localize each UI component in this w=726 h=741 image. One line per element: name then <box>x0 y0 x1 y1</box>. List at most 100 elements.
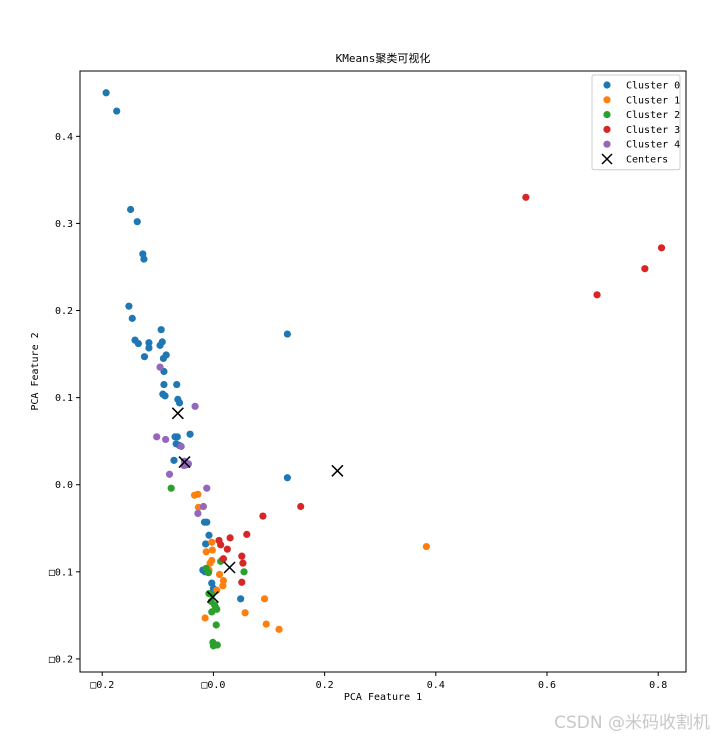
cluster-1-point <box>201 614 209 622</box>
axis-ticks: □0.2 □0.0 0.2 0.4 0.6 0.8 □0.2 □0.1 0.0 0.1 0.2 0.3… <box>49 132 667 691</box>
center-marker <box>223 561 236 574</box>
center-marker <box>171 407 184 420</box>
cluster-1-point <box>208 546 216 554</box>
legend: Cluster 0 Cluster 1 Cluster 2 Cluster 3 Clus… <box>591 74 681 171</box>
cluster-0-point <box>175 399 184 407</box>
cluster-0-point <box>202 540 210 548</box>
cluster-3-point <box>217 541 225 549</box>
cluster-1-point <box>194 490 202 498</box>
chart-title: KMeans聚类可视化 <box>336 51 431 65</box>
cluster-3-point <box>226 534 234 542</box>
x-tick-label: 0.4 <box>427 680 445 691</box>
cluster-2-point <box>208 608 216 616</box>
cluster-2-point <box>212 621 220 629</box>
cluster-4-point <box>165 470 174 478</box>
cluster-1-point <box>262 620 270 628</box>
cluster-0-point <box>126 205 135 214</box>
cluster-4-point <box>191 402 199 410</box>
legend-label: Cluster 3 <box>626 125 680 136</box>
y-tick-label: 0.3 <box>55 219 73 230</box>
y-tick-label: □0.1 <box>49 567 73 578</box>
legend-label: Centers <box>626 155 668 166</box>
cluster-0-point <box>283 330 291 338</box>
legend-marker <box>603 96 611 104</box>
cluster-3-point <box>259 512 267 520</box>
cluster-2-point <box>213 641 221 649</box>
cluster-0-point <box>134 340 142 348</box>
cluster-0-point <box>158 338 166 346</box>
legend-label: Cluster 1 <box>626 95 680 106</box>
cluster-3-point <box>239 559 247 567</box>
legend-marker <box>603 81 611 89</box>
legend-marker <box>603 125 611 133</box>
center-marker <box>331 464 344 477</box>
legend-marker <box>603 140 611 148</box>
plot-frame <box>79 70 687 673</box>
cluster-3-point <box>522 193 530 201</box>
y-tick-label: □0.2 <box>49 654 73 665</box>
x-axis-label: PCA Feature 1 <box>344 692 422 703</box>
cluster-0-point <box>157 326 165 334</box>
cluster-0-point <box>171 433 179 441</box>
center-marker <box>206 591 219 604</box>
cluster-3-point <box>641 265 649 273</box>
cluster-0-point <box>125 302 133 310</box>
cluster-0-point <box>145 339 153 347</box>
cluster-1-point <box>206 559 214 567</box>
cluster-4-point <box>199 502 208 511</box>
y-tick-label: 0.4 <box>55 132 73 143</box>
cluster-0-point <box>186 430 194 438</box>
x-tick-label: □0.2 <box>90 680 114 691</box>
cluster-0-point <box>237 595 245 603</box>
cluster-0-point <box>145 344 153 352</box>
x-tick-label: 0.2 <box>316 680 334 691</box>
cluster-1-point <box>275 625 283 633</box>
cluster-1-point <box>208 538 216 546</box>
watermark: CSDN @米码收割机 <box>554 713 710 733</box>
cluster-4-point <box>162 435 170 444</box>
y-axis-label: PCA Feature 2 <box>30 332 41 410</box>
legend-label: Cluster 4 <box>626 140 680 151</box>
cluster-4-point <box>177 442 185 451</box>
cluster-0-point <box>160 380 168 389</box>
cluster-0-point <box>159 390 167 398</box>
cluster-4-point <box>203 484 211 492</box>
cluster-0-point <box>203 518 211 526</box>
cluster-0-point <box>128 314 136 322</box>
y-tick-label: 0.0 <box>55 480 73 491</box>
cluster-4-point <box>194 509 202 518</box>
cluster-1-point <box>215 570 224 579</box>
cluster-centers <box>171 407 344 604</box>
cluster-1-point <box>260 595 269 603</box>
legend-label: Cluster 2 <box>626 110 680 121</box>
cluster-0-point <box>102 89 110 97</box>
y-tick-label: 0.2 <box>55 306 73 317</box>
y-tick-label: 0.1 <box>55 393 73 404</box>
cluster-2-point <box>240 568 248 576</box>
cluster-0-point <box>162 351 170 359</box>
cluster-0-point <box>140 353 149 361</box>
cluster-0-point <box>140 255 148 263</box>
cluster-1-point <box>241 609 249 617</box>
cluster-1-point <box>219 582 227 590</box>
cluster-1-point <box>202 548 210 556</box>
x-tick-label: 0.6 <box>538 680 556 691</box>
center-marker <box>178 456 191 469</box>
cluster-3-point <box>243 530 251 538</box>
cluster-4-point <box>153 433 161 441</box>
cluster-0-point <box>133 218 141 226</box>
cluster-0-point <box>283 474 291 482</box>
cluster-0-point <box>170 456 178 464</box>
legend-label: Cluster 0 <box>626 81 680 92</box>
cluster-3-point <box>657 244 666 252</box>
cluster-1-point <box>422 542 430 551</box>
cluster-4-point <box>156 363 164 371</box>
cluster-0-point <box>205 531 213 539</box>
cluster-3-point <box>297 502 305 511</box>
legend-marker <box>603 111 611 119</box>
cluster-3-point <box>593 291 601 299</box>
cluster-3-point <box>223 545 231 553</box>
cluster-3-point <box>219 555 228 563</box>
cluster-3-point <box>238 578 246 586</box>
